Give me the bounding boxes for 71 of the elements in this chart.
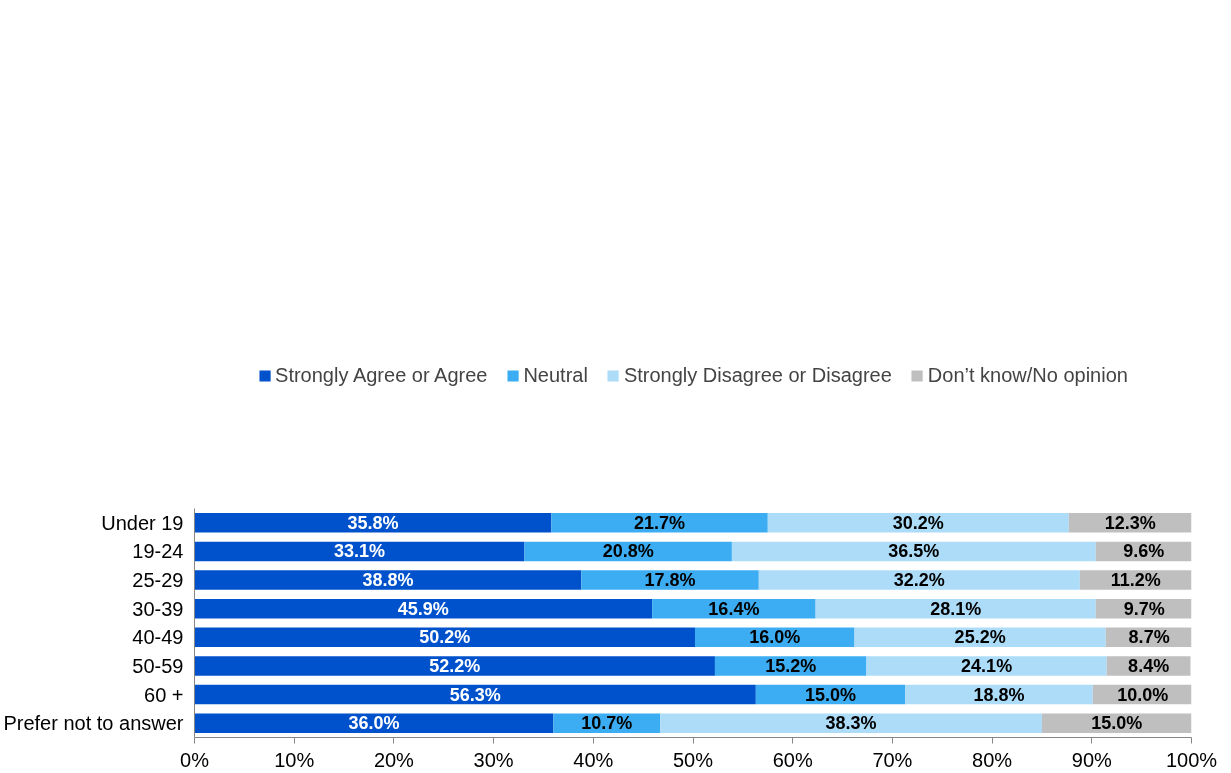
bar bbox=[767, 513, 1069, 533]
data-label: 10.0% bbox=[1117, 684, 1169, 705]
data-label: 15.2% bbox=[765, 655, 817, 676]
bar bbox=[815, 598, 1096, 619]
data-label: 45.9% bbox=[397, 598, 449, 619]
data-label: 16.0% bbox=[749, 627, 801, 648]
data-label: 15.0% bbox=[1091, 713, 1143, 734]
x-tick-label: 100% bbox=[1165, 748, 1218, 771]
x-tick-label: 80% bbox=[972, 748, 1013, 771]
data-label: 9.7% bbox=[1123, 598, 1165, 619]
x-tick-label: 50% bbox=[672, 748, 714, 771]
bar bbox=[758, 570, 1080, 590]
data-label: 56.3% bbox=[449, 684, 501, 705]
legend-label: Don’t know/No opinion bbox=[927, 363, 1128, 387]
data-label: 30.2% bbox=[892, 512, 944, 533]
data-label: 16.4% bbox=[708, 598, 760, 619]
data-label: 38.8% bbox=[362, 570, 414, 591]
bar bbox=[551, 513, 768, 533]
x-tick-label: 10% bbox=[274, 748, 315, 771]
bar bbox=[581, 570, 759, 590]
x-tick-label: 0% bbox=[180, 748, 210, 771]
bar bbox=[194, 684, 756, 705]
bar bbox=[194, 656, 715, 676]
y-tick-label: Under 19 bbox=[101, 511, 184, 534]
data-label: 18.8% bbox=[973, 684, 1025, 705]
legend-label: Strongly Agree or Agree bbox=[275, 363, 488, 387]
data-label: 10.7% bbox=[581, 713, 633, 734]
data-label: 20.8% bbox=[602, 541, 654, 562]
data-label: 24.1% bbox=[961, 655, 1013, 676]
data-label: 33.1% bbox=[333, 541, 386, 562]
y-tick-label: 40-49 bbox=[132, 626, 184, 649]
y-tick-label: 19-24 bbox=[132, 540, 184, 563]
bar bbox=[194, 713, 554, 733]
y-tick-label: 30-39 bbox=[132, 597, 184, 620]
data-label: 32.2% bbox=[893, 570, 945, 591]
legend-label: Neutral bbox=[523, 363, 588, 387]
bar bbox=[194, 627, 695, 648]
data-label: 11.2% bbox=[1110, 570, 1161, 591]
data-label: 21.7% bbox=[634, 512, 686, 533]
x-tick-label: 60% bbox=[772, 748, 813, 771]
y-tick-label: 60 + bbox=[144, 683, 184, 706]
x-tick-label: 30% bbox=[473, 748, 514, 771]
x-tick-label: 90% bbox=[1071, 748, 1113, 771]
data-label: 15.0% bbox=[805, 684, 857, 705]
bar bbox=[194, 598, 653, 619]
x-tick-label: 20% bbox=[373, 748, 415, 771]
y-tick-label: 25-29 bbox=[132, 569, 184, 592]
data-label: 52.2% bbox=[429, 655, 481, 676]
bar bbox=[194, 541, 525, 562]
data-label: 8.4% bbox=[1128, 655, 1170, 676]
data-label: 36.5% bbox=[888, 541, 940, 562]
bar bbox=[194, 570, 582, 590]
legend-label: Strongly Disagree or Disagree bbox=[623, 363, 892, 387]
data-label: 36.0% bbox=[348, 713, 400, 734]
bar bbox=[660, 713, 1042, 733]
bar bbox=[866, 656, 1107, 676]
data-label: 38.3% bbox=[825, 713, 877, 734]
data-label: 35.8% bbox=[347, 512, 399, 533]
data-label: 9.6% bbox=[1123, 541, 1165, 562]
data-label: 50.2% bbox=[419, 627, 471, 648]
data-label: 25.2% bbox=[954, 627, 1006, 648]
bar bbox=[194, 513, 552, 533]
data-label: 17.8% bbox=[644, 570, 696, 591]
y-tick-label: Prefer not to answer bbox=[3, 712, 184, 735]
bar bbox=[731, 541, 1096, 562]
x-tick-label: 40% bbox=[573, 748, 614, 771]
data-label: 28.1% bbox=[930, 598, 982, 619]
data-label: 12.3% bbox=[1104, 512, 1156, 533]
x-tick-label: 70% bbox=[872, 748, 913, 771]
y-tick-label: 50-59 bbox=[132, 654, 184, 677]
data-label: 8.7% bbox=[1128, 627, 1170, 648]
